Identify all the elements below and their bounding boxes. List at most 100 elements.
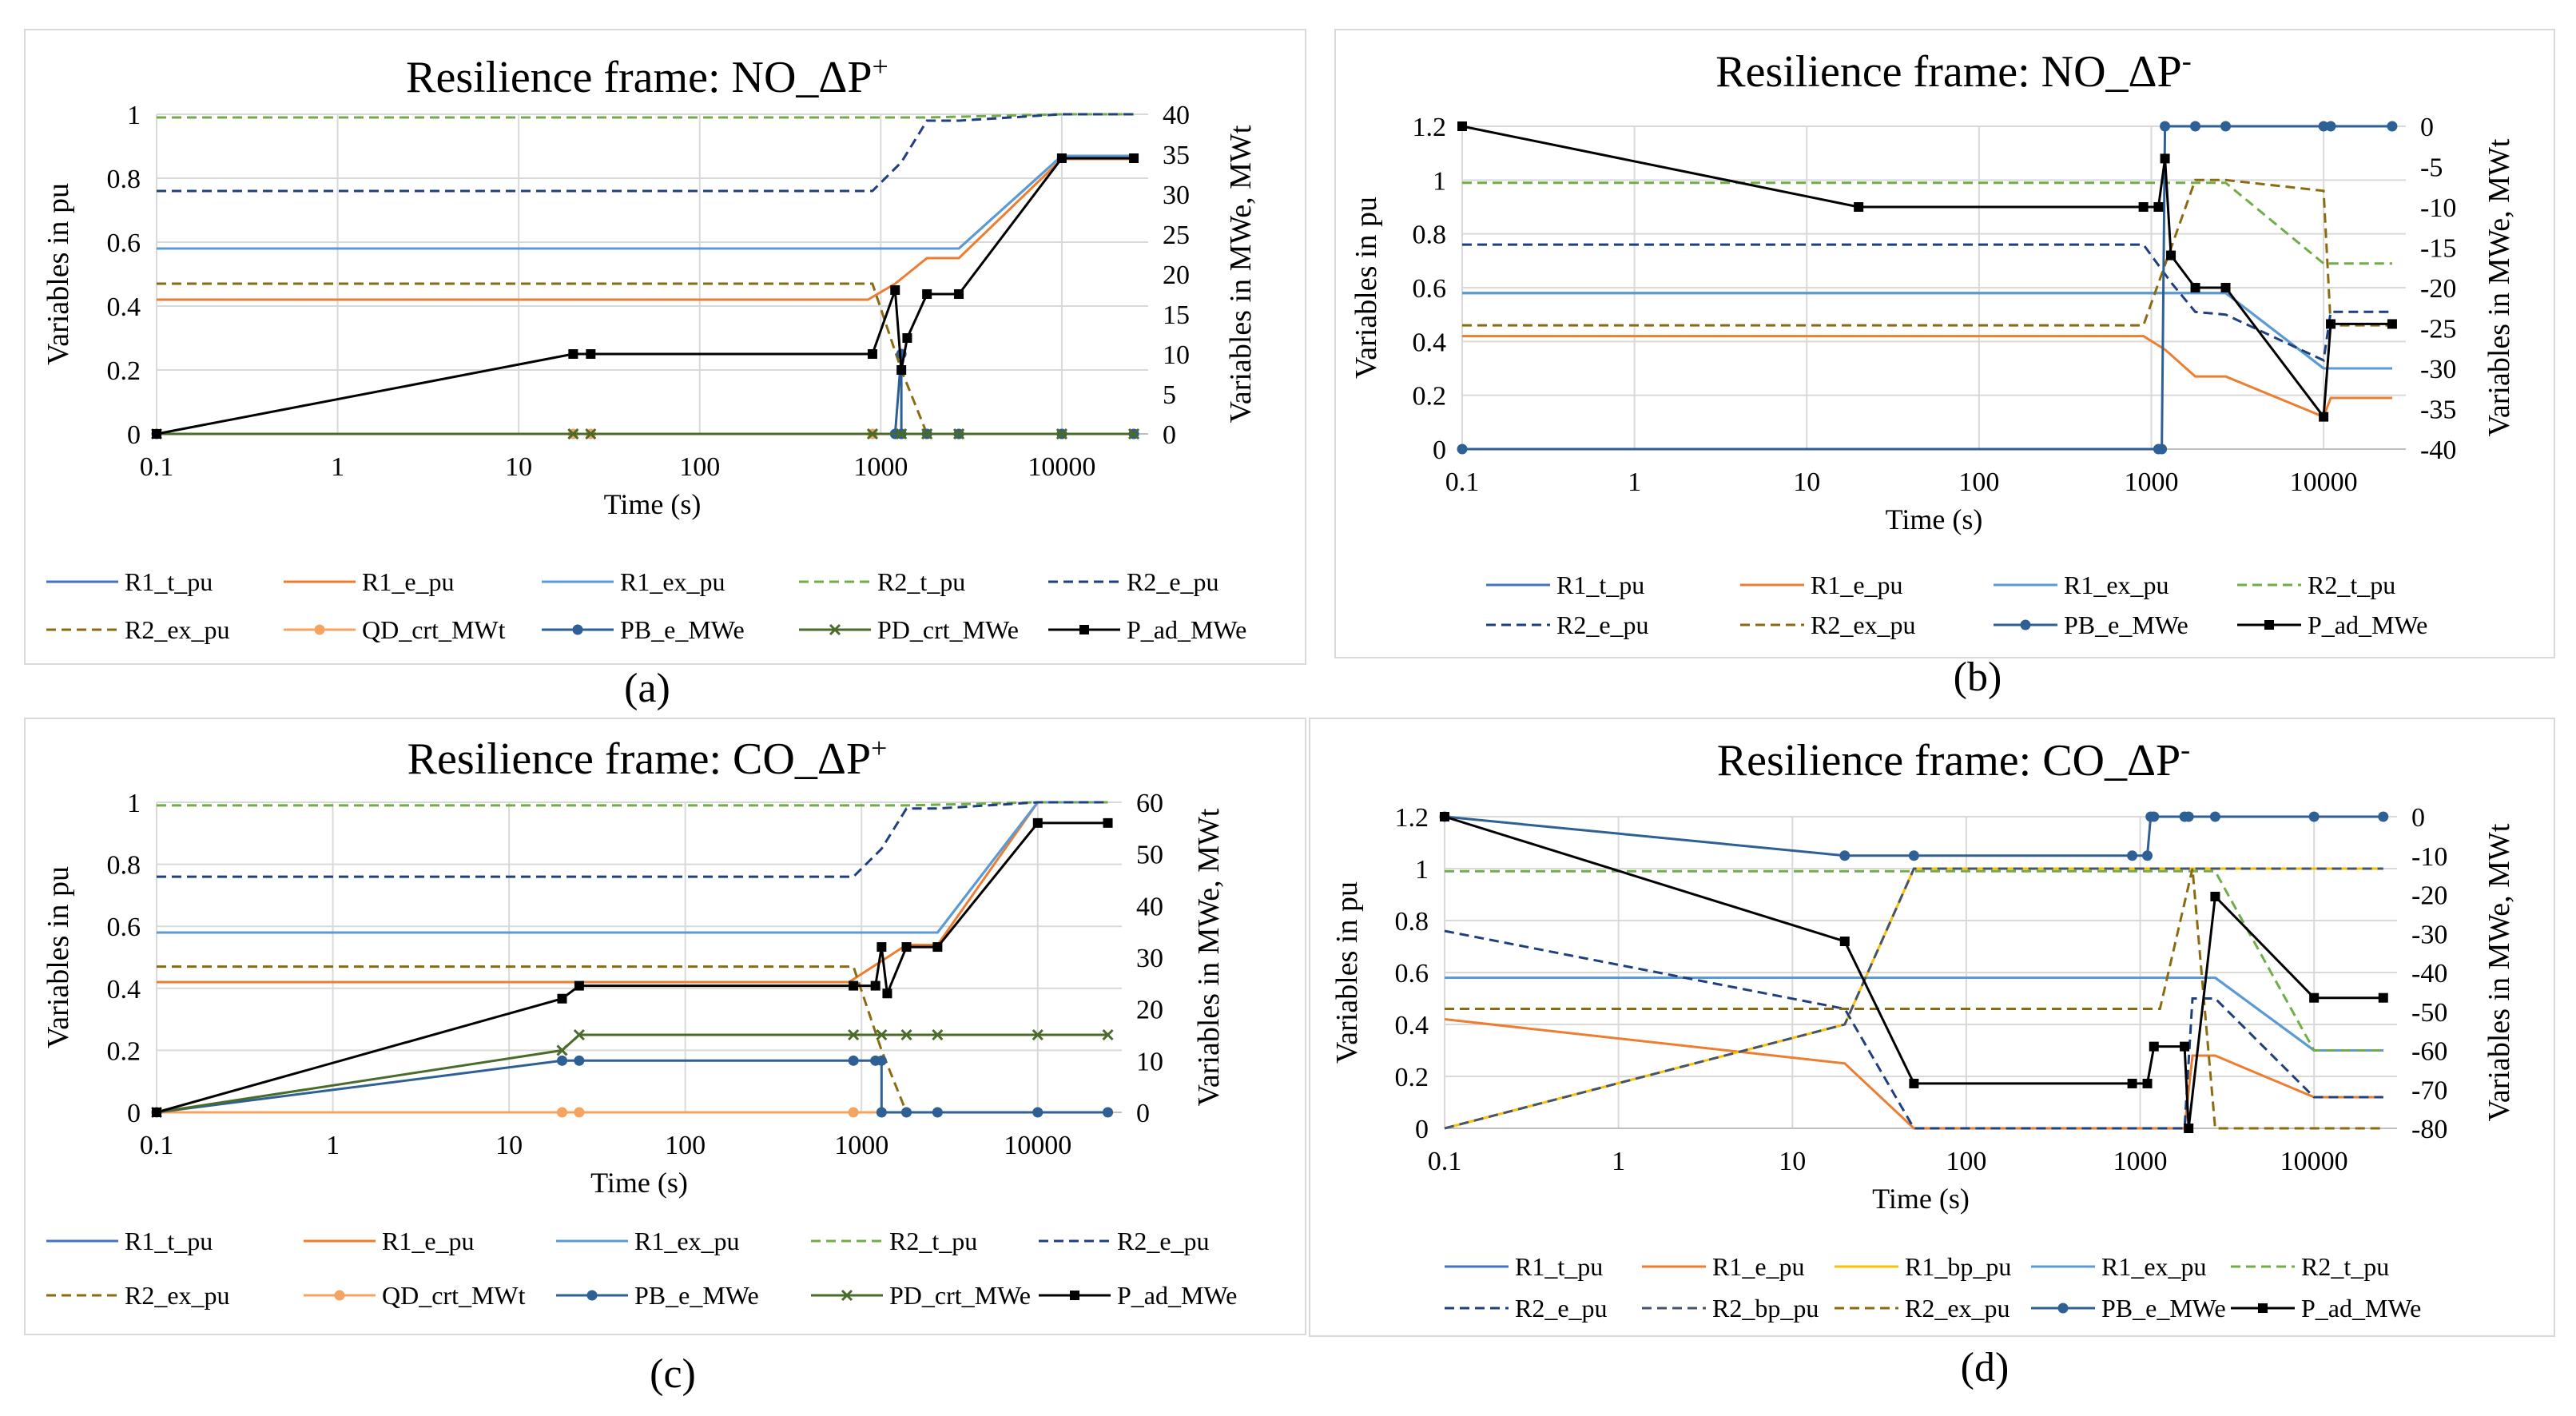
x-tick-label: 100 [679,452,720,482]
legend-label: R1_t_pu [1556,571,1644,599]
caption-a: (a) [624,666,670,711]
chart-title-main: Resilience frame: CO_ΔP [407,734,871,784]
y2-tick-label: 35 [1163,141,1190,170]
legend-marker [1070,1291,1079,1300]
legend-item-R2_t_pu: R2_t_pu [811,1227,977,1255]
y2-tick-label: 5 [1163,380,1176,410]
data-point-P_ad_MWe [574,980,584,991]
chart-title: Resilience frame: CO_ΔP- [1717,734,2190,786]
x-tick-label: 0.1 [140,452,174,482]
y2-tick-label: -10 [2420,193,2456,223]
data-point-PD_crt_MWe [866,428,879,440]
data-point-P_ad_MWe [2184,1124,2194,1133]
data-point-P_ad_MWe [1440,812,1449,821]
data-point-P_ad_MWe [877,942,887,953]
series-R1_e_pu [1444,1018,2383,1130]
legend-item-R2_t_pu: R2_t_pu [799,567,965,596]
data-point-P_ad_MWe [890,285,900,295]
data-point-P_ad_MWe [2309,992,2320,1003]
series-line-R2_bp_pu [1444,867,2383,1130]
chart-a: Resilience frame: NO_ΔP+00.20.40.60.810.… [42,50,1258,644]
series-line-R2_e_pu [157,113,1135,193]
x-tick-label: 0.1 [1428,1147,1462,1176]
data-point-P_ad_MWe [2319,412,2329,422]
series-PB_e_MWe [1439,811,2389,861]
data-point-PB_e_MWe [2157,443,2168,455]
legend: R1_t_pu R1_e_pu R1_ex_pu R2_t_pu R2_e_pu R2_e… [46,567,1246,644]
legend-item-P_ad_MWe: P_ad_MWe [2237,611,2427,639]
data-point-PD_crt_MWe [1102,1028,1114,1041]
series-line-PD_crt_MWe [156,1033,1108,1114]
legend-label: R2_e_pu [1556,611,1649,639]
legend-item-R1_ex_pu: R1_ex_pu [2031,1252,2207,1281]
legend-label: QD_crt_MWt [362,615,506,644]
legend-item-R2_t_pu: R2_t_pu [2231,1252,2389,1281]
data-point-PD_crt_MWe [932,1028,944,1041]
y2-axis-title: Variables in MWe, MWt [1224,125,1258,423]
legend-marker [841,1289,853,1302]
y-tick-label: 0.2 [1395,1063,1429,1092]
x-axis-title: Time (s) [604,488,702,520]
y2-axis-title: Variables in MWe, MWt [1192,808,1226,1106]
y-tick-label: 1.2 [1413,113,1447,142]
legend-item-R1_bp_pu: R1_bp_pu [1835,1252,2011,1281]
data-point-PB_e_MWe [2142,850,2153,861]
series-line-R1_e_pu [1462,335,2392,419]
data-point-PB_e_MWe [848,1055,859,1066]
legend-label: R2_t_pu [2308,571,2395,599]
legend-item-R1_e_pu: R1_e_pu [1642,1252,1805,1281]
data-point-PB_e_MWe [1839,850,1851,861]
legend-label: R1_ex_pu [634,1227,740,1255]
series-R2_e_pu [157,113,1135,193]
y2-tick-label: -35 [2420,396,2456,425]
data-point-P_ad_MWe [1032,817,1043,828]
series-line-R2_e_pu [1462,243,2392,363]
legend-item-R1_e_pu: R1_e_pu [1740,571,1903,599]
data-point-PD_crt_MWe [585,428,597,440]
data-point-P_ad_MWe [2138,202,2149,212]
data-point-PD_crt_MWe [952,428,965,440]
data-point-P_ad_MWe [557,993,567,1004]
legend-label: R2_bp_pu [1712,1294,1819,1323]
x-tick-label: 10 [505,452,532,482]
legend-item-R1_t_pu: R1_t_pu [46,1227,213,1255]
chart-title: Resilience frame: NO_ΔP- [1715,45,2191,97]
legend-item-R1_ex_pu: R1_ex_pu [1994,571,2169,599]
legend-marker [1079,625,1089,634]
legend-item-P_ad_MWe: P_ad_MWe [2231,1294,2421,1323]
legend-label: R1_bp_pu [1905,1252,2011,1281]
y-tick-label: 1 [127,101,141,130]
data-point-PB_e_MWe [1457,443,1468,455]
data-point-PB_e_MWe [2387,121,2398,132]
y2-tick-label: 60 [1136,789,1163,818]
y-tick-label: 0.8 [107,851,141,881]
x-tick-label: 1000 [2124,467,2178,497]
legend-label: PD_crt_MWe [889,1281,1031,1310]
legend-marker [2020,619,2031,630]
data-point-P_ad_MWe [568,349,578,359]
chart-title: Resilience frame: CO_ΔP+ [407,732,888,784]
legend-item-PD_crt_MWe: PD_crt_MWe [799,615,1019,644]
series-R2_ex_pu [1445,868,2383,1130]
data-point-P_ad_MWe [2149,1041,2159,1052]
y-tick-label: 0.2 [107,356,141,386]
legend-item-R2_ex_pu: R2_ex_pu [46,615,230,644]
data-point-PD_crt_MWe [567,428,579,440]
legend-label: R1_ex_pu [2101,1252,2207,1281]
legend-label: PB_e_MWe [634,1281,759,1310]
legend-item-PB_e_MWe: PB_e_MWe [2031,1294,2226,1323]
legend-label: R1_t_pu [1515,1252,1603,1281]
legend-item-P_ad_MWe: P_ad_MWe [1048,615,1246,644]
x-tick-label: 1 [1628,467,1641,497]
data-point-P_ad_MWe [867,349,877,359]
data-point-PD_crt_MWe [1032,1028,1044,1041]
y2-tick-label: -50 [2411,998,2447,1028]
data-point-P_ad_MWe [849,980,859,991]
y-axis-title: Variables in pu [42,866,75,1048]
data-point-PD_crt_MWe [1127,428,1140,440]
y-tick-label: 1.2 [1395,803,1429,833]
y2-tick-label: -10 [2411,842,2447,872]
x-tick-label: 1 [331,452,344,482]
legend-label: PB_e_MWe [2101,1294,2226,1323]
chart-title-superscript: - [2182,45,2192,77]
